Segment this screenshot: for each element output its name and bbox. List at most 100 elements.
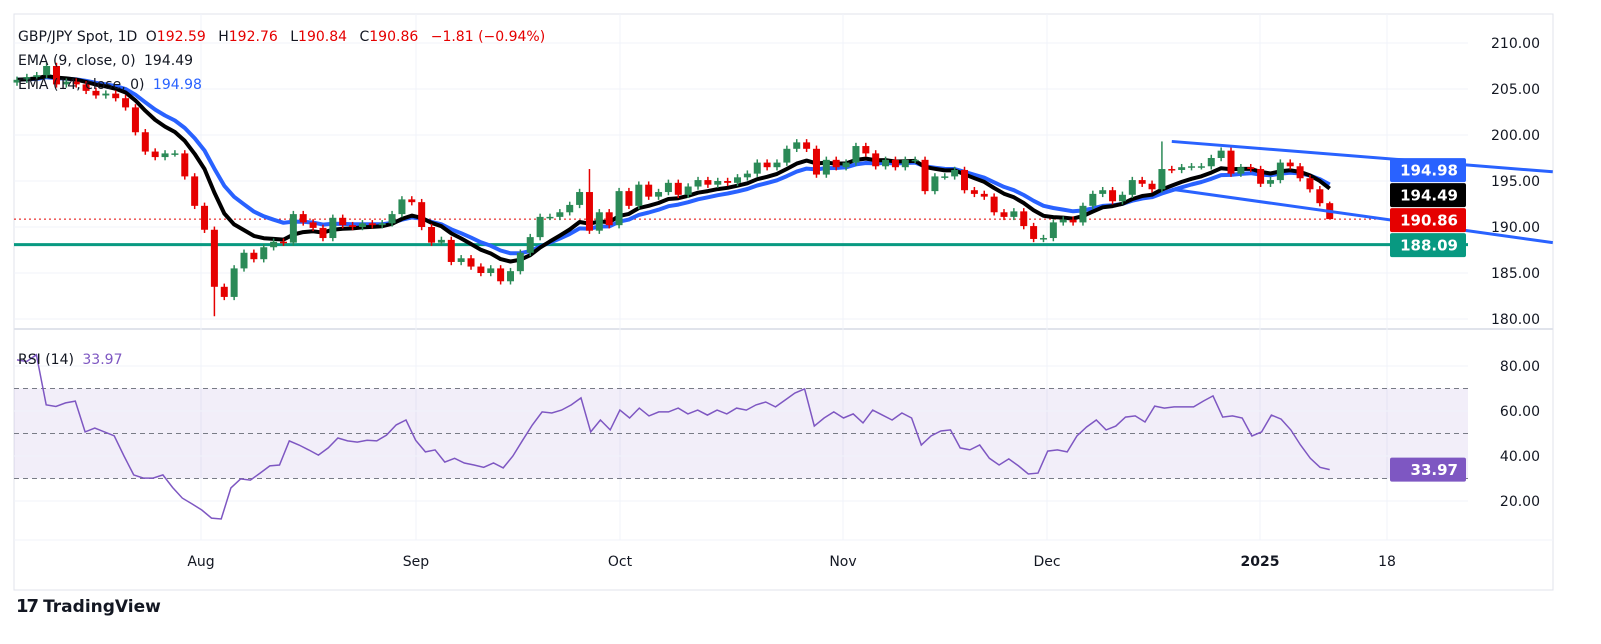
- candle-body: [210, 229, 218, 287]
- candle-body: [398, 199, 406, 215]
- candle: [595, 209, 603, 234]
- tradingview-logo[interactable]: 17 TradingView: [16, 596, 161, 617]
- candle-body: [1030, 226, 1038, 239]
- candle-body: [951, 169, 959, 177]
- candle: [961, 166, 969, 194]
- candle: [299, 210, 307, 226]
- candle: [1079, 202, 1087, 226]
- candle: [832, 156, 840, 171]
- candle-body: [447, 239, 455, 262]
- candle-body: [72, 81, 80, 85]
- candle: [23, 73, 31, 84]
- candle-body: [270, 241, 278, 248]
- candle-body: [230, 268, 238, 297]
- candle-body: [161, 153, 169, 158]
- candle: [1276, 159, 1284, 184]
- ema14-legend[interactable]: EMA (14, close, 0) 194.98: [18, 77, 206, 93]
- candle: [358, 220, 366, 231]
- candle: [1217, 147, 1225, 162]
- candle-body: [852, 146, 860, 163]
- candle: [289, 210, 297, 246]
- time-tick-label: Oct: [608, 554, 633, 570]
- candle: [418, 198, 426, 231]
- rsi-tick-label: 20.00: [1500, 494, 1540, 510]
- candle-body: [112, 93, 120, 99]
- last-price-badge-bg: [1390, 208, 1466, 233]
- candle: [625, 187, 633, 210]
- candle-body: [1049, 222, 1057, 239]
- low-value: L190.84: [290, 29, 351, 45]
- candle-body: [191, 176, 199, 206]
- candle-body: [1148, 183, 1156, 190]
- candle-body: [832, 159, 840, 168]
- candle: [1296, 163, 1304, 182]
- rsi-legend[interactable]: RSI (14) 33.97: [18, 352, 126, 368]
- candle: [507, 267, 514, 285]
- candle-body: [418, 202, 426, 227]
- candle: [812, 145, 820, 178]
- candle: [842, 159, 850, 171]
- candle-body: [408, 199, 416, 203]
- candle: [349, 221, 357, 231]
- candle: [704, 176, 712, 188]
- candle: [1128, 176, 1136, 199]
- candle: [1039, 234, 1047, 243]
- candle: [674, 179, 682, 199]
- candle-body: [319, 227, 327, 239]
- candle: [171, 150, 179, 157]
- candle: [279, 238, 287, 246]
- candle-body: [349, 225, 357, 227]
- candle: [1286, 159, 1294, 170]
- candle-body: [1020, 211, 1028, 227]
- rsi-line: [16, 353, 1330, 520]
- candle: [1099, 186, 1107, 198]
- candle: [1188, 163, 1196, 171]
- candle: [487, 265, 495, 277]
- candle-body: [1158, 169, 1166, 190]
- candle-body: [289, 214, 297, 243]
- candle-body: [1039, 238, 1047, 240]
- candle-body: [576, 192, 584, 205]
- candle: [52, 62, 60, 88]
- symbol-title: GBP/JPY Spot, 1D: [18, 29, 138, 45]
- candle: [664, 179, 672, 196]
- candle: [102, 90, 110, 99]
- time-tick-label: Nov: [829, 554, 856, 570]
- candle-body: [201, 205, 209, 230]
- candle-body: [1227, 150, 1235, 174]
- candle: [1306, 175, 1314, 193]
- candle-body: [181, 153, 189, 177]
- candle: [911, 156, 919, 164]
- candle: [822, 156, 830, 178]
- rsi-value-badge: 33.97: [1411, 461, 1458, 479]
- candle-body: [151, 151, 159, 158]
- candle: [181, 150, 189, 180]
- candle-body: [299, 214, 307, 223]
- candle-body: [931, 176, 939, 192]
- high-value: H192.76: [218, 29, 282, 45]
- candle-body: [980, 193, 988, 197]
- candle: [724, 177, 732, 187]
- candle: [270, 238, 278, 251]
- rsi-value: 33.97: [82, 352, 123, 368]
- candle-body: [664, 182, 672, 193]
- candle-body: [714, 181, 722, 185]
- candle: [497, 265, 505, 285]
- candle-body: [388, 214, 396, 224]
- candle: [1168, 165, 1176, 174]
- candle-body: [694, 180, 702, 187]
- candle: [82, 81, 90, 95]
- candle: [615, 187, 623, 229]
- candle: [753, 159, 761, 177]
- candle: [210, 226, 218, 317]
- candle: [1158, 141, 1166, 193]
- candle-body: [477, 266, 485, 273]
- candle-body: [1316, 189, 1324, 204]
- price-tick-label: 205.00: [1491, 82, 1540, 98]
- candle-body: [329, 217, 337, 239]
- candle-body: [1109, 190, 1117, 202]
- channel-upper-line: [1171, 139, 1553, 174]
- ema9-legend[interactable]: EMA (9, close, 0) 194.49: [18, 53, 197, 69]
- chart-frame: [13, 13, 1554, 591]
